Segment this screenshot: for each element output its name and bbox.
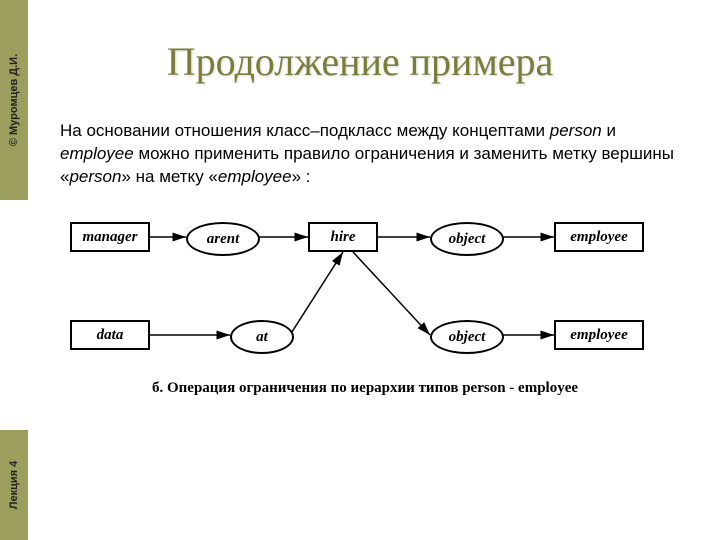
para-part: На основании отношения класс–подкласс ме… [60,121,550,140]
para-part: » : [292,167,311,186]
node-manager: manager [70,222,150,252]
caption-prefix: б. Операция ограничения по иерархии типо… [152,380,462,396]
node-arent: arent [186,222,260,256]
concept-graph-diagram: manager arent hire object employee data at obje… [70,210,660,420]
para-part: » на метку « [121,167,217,186]
para-part: и [602,121,616,140]
node-object1: object [430,222,504,256]
node-object2: object [430,320,504,354]
term-person: person [550,121,602,140]
body-paragraph: На основании отношения класс–подкласс ме… [60,120,680,189]
diagram-caption: б. Операция ограничения по иерархии типо… [70,380,660,397]
term-employee: employee [218,167,292,186]
node-emp1: employee [554,222,644,252]
node-at: at [230,320,294,354]
node-data: data [70,320,150,350]
node-hire: hire [308,222,378,252]
caption-terms: person - employee [462,380,578,396]
node-emp2: employee [554,320,644,350]
page-title: Продолжение примера [0,38,720,85]
term-person: person [69,167,121,186]
sidebar-bottom: Лекция 4 [0,430,28,540]
sidebar-top: © Муромцев Д.И. [0,0,28,200]
term-employee: employee [60,144,134,163]
lecture-text: Лекция 4 [8,461,20,509]
